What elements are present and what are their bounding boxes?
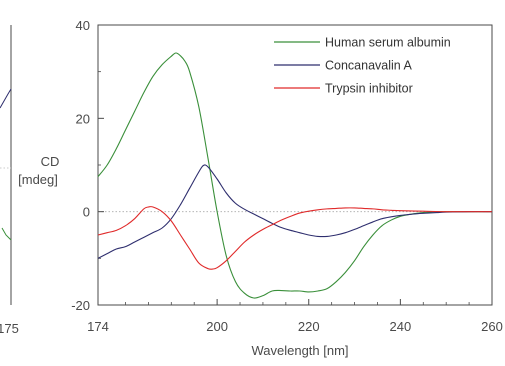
plot-frame-layer [97,24,493,306]
y-tick-label: 40 [76,18,90,33]
y-axis-title: CD [41,154,60,169]
y-tick-label: -20 [71,298,90,313]
legend-label-human-serum-albumin: Human serum albumin [325,36,451,50]
x-tick-label: 260 [481,319,503,334]
series-line-human-serum-albumin [97,52,492,299]
y-tick-label: 0 [83,205,90,220]
x-tick-label: 200 [206,319,228,334]
y-axis-title-unit: [mdeg] [18,172,58,187]
x-tick-label: 220 [298,319,320,334]
axis-ticks-layer: 174 200 220 240 260 -20 0 20 40 [71,18,503,334]
legend-label-trypsin-inhibitor: Trypsin inhibitor [325,82,413,96]
series-layer [97,52,493,299]
left-panel-fragment: 175 [0,25,19,336]
left-panel-curve-fragment [0,88,12,109]
x-tick-label: 240 [390,319,412,334]
left-panel-x-tick-label: 175 [0,321,19,336]
series-line-trypsin-inhibitor [97,206,492,270]
series-line-concanavalin-a [97,164,493,259]
left-panel-curve-fragment-2 [1,227,12,241]
plot-frame [97,24,493,306]
legend: Human serum albumin Concanavalin A Trypsin… [274,36,451,96]
x-axis-title: Wavelength [nm] [251,343,348,358]
legend-label-concanavalin-a: Concanavalin A [325,59,413,73]
y-tick-label: 20 [76,111,90,126]
x-tick-label: 174 [87,319,109,334]
